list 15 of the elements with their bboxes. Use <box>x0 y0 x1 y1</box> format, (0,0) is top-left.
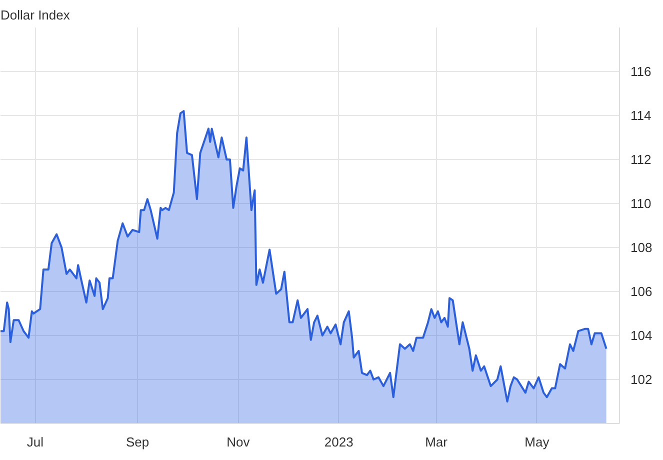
y-tick-label: 106 <box>630 284 652 299</box>
y-tick-label: 104 <box>630 328 652 343</box>
x-tick-label: Nov <box>226 434 250 450</box>
x-tick-label: Mar <box>425 434 448 450</box>
y-tick-label: 116 <box>630 64 652 79</box>
y-tick-label: 102 <box>630 372 652 387</box>
x-tick-label: Jul <box>26 434 44 450</box>
x-tick-label: 2023 <box>324 434 354 450</box>
y-tick-label: 108 <box>630 240 652 255</box>
x-tick-label: May <box>524 434 550 450</box>
y-tick-label: 112 <box>630 152 652 167</box>
x-tick-label: Sep <box>126 434 150 450</box>
chart-title: Dollar Index <box>0 8 70 22</box>
y-tick-label: 110 <box>630 196 652 211</box>
y-tick-label: 114 <box>630 108 652 123</box>
